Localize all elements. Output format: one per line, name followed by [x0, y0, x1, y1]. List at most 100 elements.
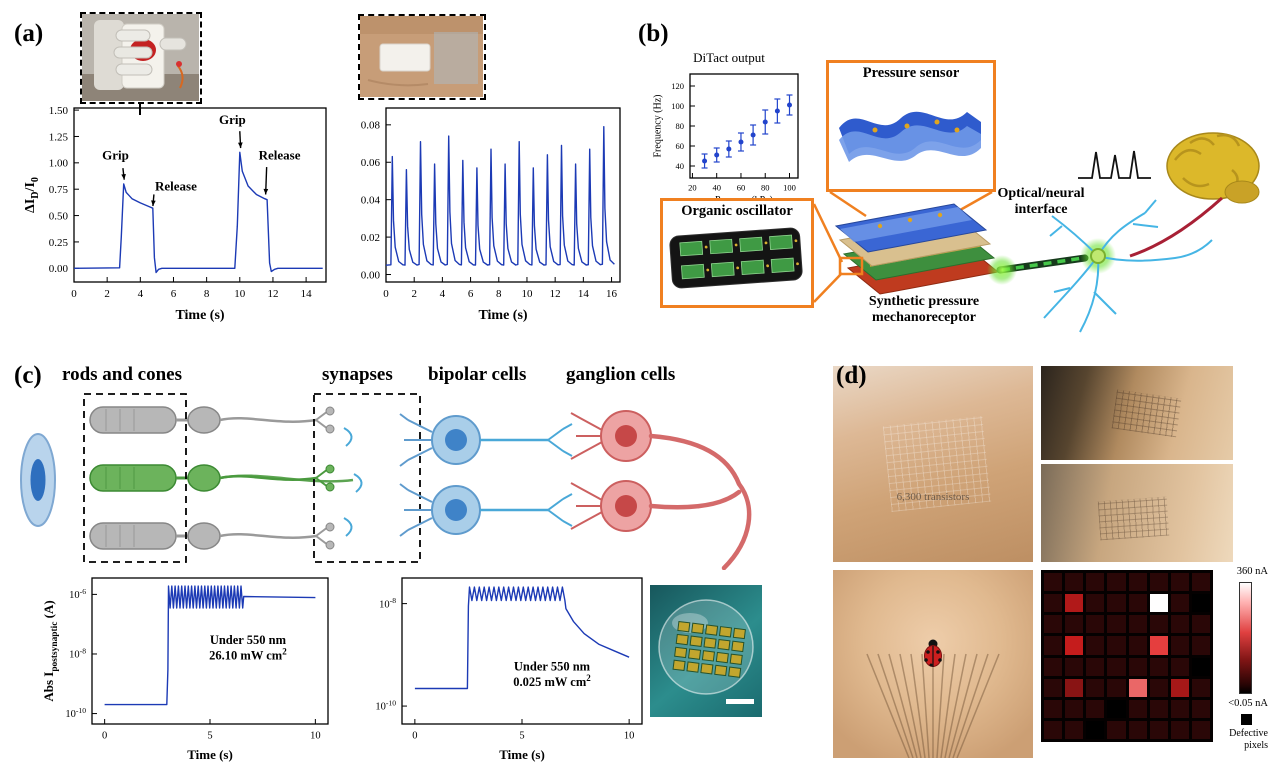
svg-text:40: 40 — [676, 161, 685, 171]
chart-postsynaptic-weak: 0 5 10 10-8 10-10 Under 550 nm0.025 mW cm2 Tim… — [375, 577, 643, 762]
heatmap-cell — [1107, 594, 1126, 613]
svg-text:1.50: 1.50 — [49, 105, 69, 117]
header-bipolar-cells: bipolar cells — [428, 364, 527, 385]
heatmap-cell — [1191, 657, 1210, 676]
svg-text:10: 10 — [234, 288, 246, 300]
heatmap-cell — [1149, 699, 1168, 718]
svg-text:ΔID/I0: ΔID/I0 — [23, 177, 41, 213]
heatmap-cell — [1044, 615, 1063, 634]
defect-heatmap — [1041, 570, 1213, 742]
organic-oscillator-art — [669, 227, 803, 289]
heatmap-cell — [1086, 720, 1105, 739]
heatmap-cell — [1044, 678, 1063, 697]
ladybug-on-array-art — [866, 639, 1000, 758]
heatmap-cell — [1128, 594, 1147, 613]
fingertip-photo-top — [1041, 366, 1233, 460]
svg-text:0: 0 — [71, 288, 77, 300]
svg-text:Time (s): Time (s) — [499, 747, 545, 762]
heatmap-cell — [1065, 699, 1084, 718]
heatmap-cell — [1149, 573, 1168, 592]
curved-device-photo — [650, 585, 762, 717]
defective-swatch — [1241, 714, 1252, 725]
svg-text:0.25: 0.25 — [49, 237, 69, 249]
heatmap-cell — [1086, 594, 1105, 613]
heatmap-cell — [1128, 720, 1147, 739]
svg-text:100: 100 — [671, 101, 684, 111]
svg-text:4: 4 — [138, 288, 144, 300]
panel-c-label: (c) — [14, 362, 42, 389]
heatmap-cell — [1065, 615, 1084, 634]
svg-text:0.02: 0.02 — [361, 232, 380, 244]
svg-text:5: 5 — [207, 731, 212, 742]
organic-oscillator-box: Organic oscillator — [660, 198, 814, 308]
svg-text:8: 8 — [204, 288, 210, 300]
svg-text:10: 10 — [521, 288, 533, 300]
svg-text:26.10 mW cm2: 26.10 mW cm2 — [209, 646, 287, 662]
heatmap-cell — [1044, 636, 1063, 655]
heatmap-cell — [1044, 699, 1063, 718]
svg-text:Abs Ipostsynaptic (A): Abs Ipostsynaptic (A) — [42, 600, 60, 701]
svg-text:16: 16 — [606, 288, 618, 300]
heatmap-cell — [1044, 657, 1063, 676]
svg-text:80: 80 — [761, 183, 770, 193]
colorbar-max-label: 360 nA — [1236, 566, 1268, 577]
svg-text:14: 14 — [301, 288, 313, 300]
svg-text:Grip: Grip — [219, 112, 246, 127]
svg-text:100: 100 — [783, 183, 796, 193]
wrist-caption: 6,300 transistors — [896, 491, 970, 504]
svg-text:0.00: 0.00 — [361, 269, 381, 281]
heatmap-cell — [1065, 657, 1084, 676]
svg-text:10-10: 10-10 — [375, 699, 396, 713]
heatmap-cell — [1128, 699, 1147, 718]
heatmap-cell — [1065, 678, 1084, 697]
svg-text:10: 10 — [310, 731, 321, 742]
heatmap-cell — [1086, 657, 1105, 676]
svg-text:Time (s): Time (s) — [187, 747, 233, 762]
colorbar-min-label: <0.05 nA — [1228, 698, 1268, 709]
device-on-sphere-art — [658, 599, 754, 704]
heatmap-cell — [1149, 657, 1168, 676]
heatmap-cell — [1191, 573, 1210, 592]
heatmap-cell — [1149, 594, 1168, 613]
svg-text:0.50: 0.50 — [49, 210, 69, 222]
heatmap-cell — [1086, 615, 1105, 634]
inset-chart-title: DiTact output — [693, 50, 765, 65]
svg-text:2: 2 — [411, 288, 417, 300]
svg-text:10-8: 10-8 — [69, 646, 86, 660]
heatmap-cell — [1149, 615, 1168, 634]
heatmap-cell — [1086, 699, 1105, 718]
svg-text:60: 60 — [737, 183, 746, 193]
heatmap-cell — [1149, 720, 1168, 739]
svg-text:0: 0 — [412, 731, 417, 742]
svg-text:10: 10 — [624, 731, 635, 742]
finger-array-overlay — [1111, 389, 1182, 439]
skin-device-photo-inset — [358, 14, 486, 100]
heatmap-cell — [1128, 657, 1147, 676]
svg-text:0.06: 0.06 — [361, 157, 381, 169]
svg-text:40: 40 — [712, 183, 721, 193]
heatmap-cell — [1107, 615, 1126, 634]
palm-ladybug-photo — [833, 570, 1033, 758]
panel-a-label: (a) — [14, 20, 44, 47]
svg-text:12: 12 — [550, 288, 561, 300]
heatmap-cell — [1191, 699, 1210, 718]
svg-text:Frequency (Hz): Frequency (Hz) — [653, 94, 664, 157]
svg-text:10-10: 10-10 — [65, 706, 86, 720]
svg-text:0.08: 0.08 — [361, 120, 381, 132]
svg-text:60: 60 — [676, 141, 685, 151]
heatmap-cell — [1149, 636, 1168, 655]
heatmap-cell — [1128, 636, 1147, 655]
heatmap-cell — [1065, 573, 1084, 592]
svg-text:Release: Release — [155, 178, 197, 193]
svg-text:6: 6 — [468, 288, 474, 300]
heatmap-cell — [1065, 720, 1084, 739]
svg-text:Under 550 nm: Under 550 nm — [514, 659, 591, 673]
svg-text:Grip: Grip — [102, 148, 129, 163]
svg-text:0.04: 0.04 — [361, 195, 381, 207]
heatmap-cell — [1128, 573, 1147, 592]
svg-text:0.025 mW cm2: 0.025 mW cm2 — [513, 673, 591, 689]
svg-text:80: 80 — [676, 121, 685, 131]
heatmap-cell — [1191, 636, 1210, 655]
